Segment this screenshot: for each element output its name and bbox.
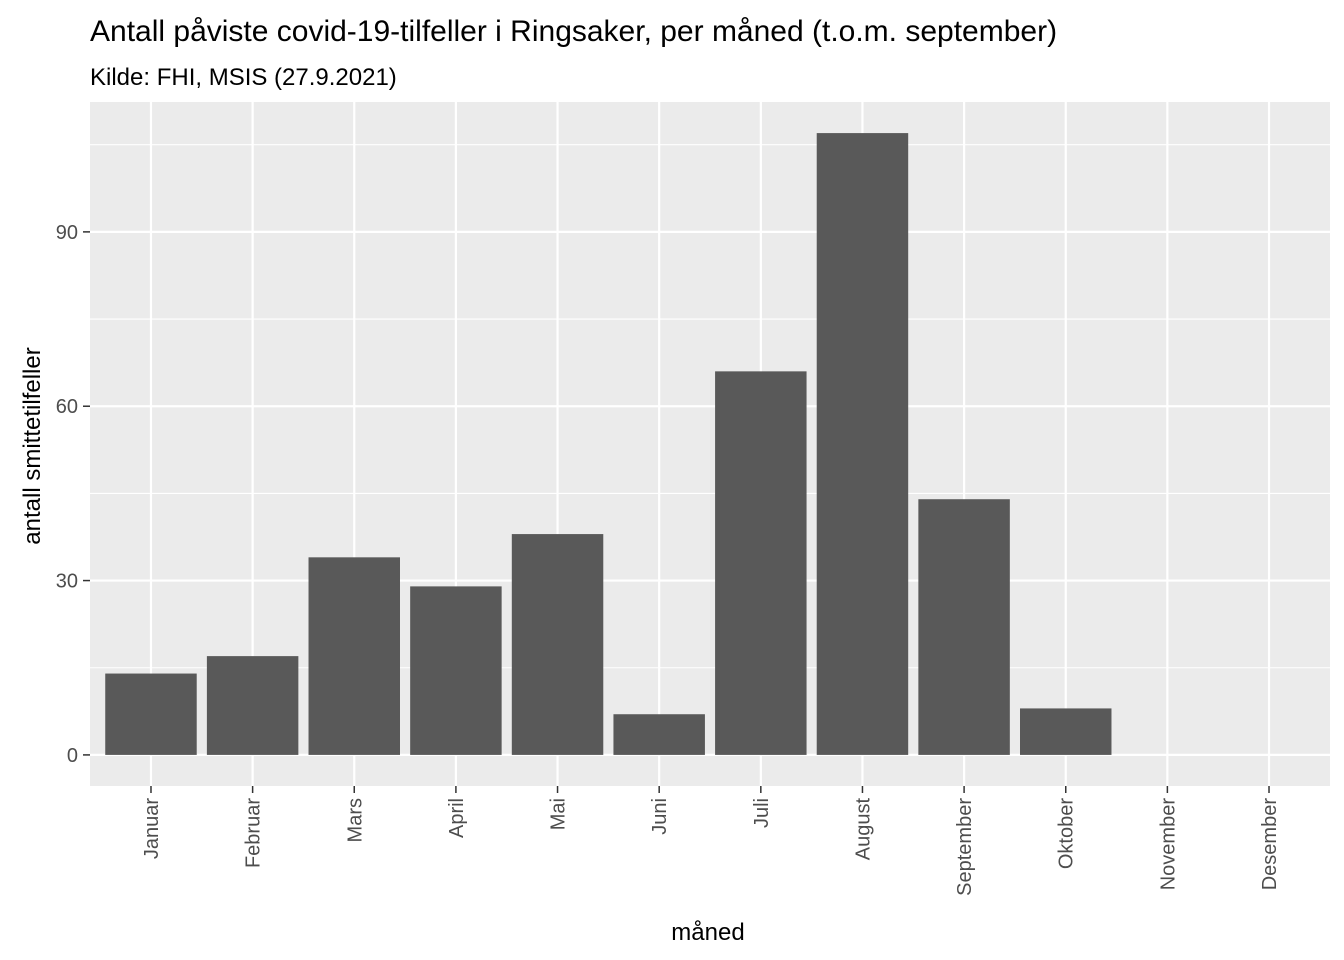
bar-mars (308, 557, 400, 755)
bar-april (410, 586, 502, 755)
y-tick-label: 0 (67, 745, 78, 767)
x-tick-label: September (954, 798, 976, 896)
bar-oktober (1020, 708, 1112, 755)
y-tick-label: 30 (56, 571, 78, 593)
x-axis: Januar Februar Mars April Mai Juni Juli August S… (141, 786, 1281, 896)
y-axis-title: antall smittetilfeller (19, 347, 46, 544)
x-tick-label: Mai (548, 798, 570, 830)
bar-juni (613, 714, 705, 755)
x-tick-label: April (446, 798, 468, 838)
x-tick-label: Februar (243, 798, 265, 868)
bar-januar (105, 673, 197, 755)
bar-mai (511, 534, 604, 755)
x-tick-label: Mars (344, 798, 366, 842)
bar-juli (715, 371, 807, 755)
y-tick-label: 90 (56, 222, 78, 244)
x-tick-label: Juni (649, 798, 671, 835)
bars (105, 133, 1112, 755)
y-axis: 0 30 60 90 (56, 222, 90, 767)
x-tick-label: Desember (1259, 798, 1281, 891)
x-tick-label: Januar (141, 798, 163, 859)
bar-september (918, 499, 1010, 755)
bar-februar (206, 656, 299, 755)
x-tick-label: Oktober (1056, 798, 1078, 869)
x-tick-label: August (852, 798, 874, 861)
chart-title: Antall påviste covid-19-tilfeller i Ring… (90, 15, 1057, 48)
y-tick-label: 60 (56, 396, 78, 418)
bar-august (816, 133, 909, 755)
chart-subtitle: Kilde: FHI, MSIS (27.9.2021) (90, 64, 397, 91)
x-tick-label: Juli (751, 798, 773, 828)
x-tick-label: November (1157, 798, 1179, 891)
x-axis-title: måned (671, 919, 744, 946)
